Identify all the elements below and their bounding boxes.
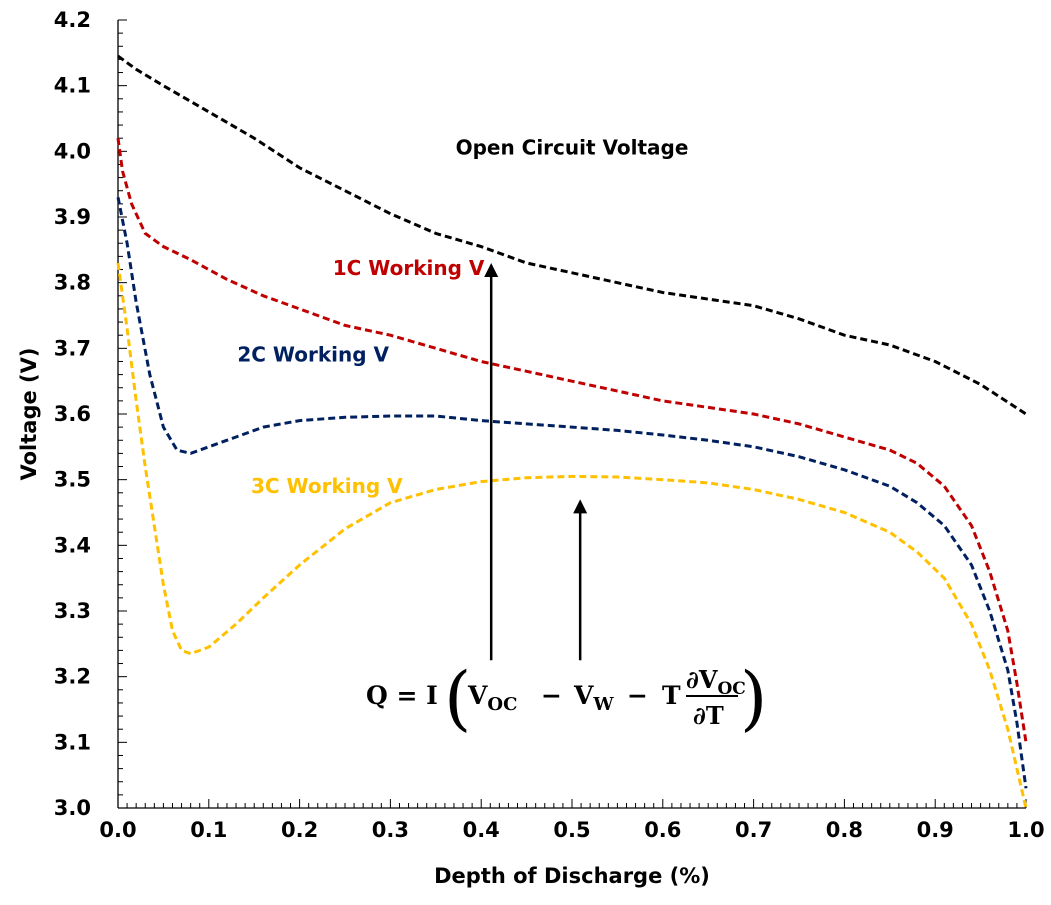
equation-vw-v: V [573,681,594,710]
x-tick-label: 0.2 [281,818,318,842]
y-tick-label: 3.3 [54,599,91,623]
series-line-3 [116,262,1028,809]
equation-frac-denominator: ∂T [693,701,724,730]
y-tick-label: 4.0 [54,139,91,163]
equation-voc-sub: OC [487,694,517,715]
x-tick-label: 0.0 [99,818,136,842]
x-tick-label: 0.3 [372,818,409,842]
equation-vw: VW [573,681,614,715]
equation-vw-sub: W [592,694,614,715]
x-tick-label: 0.5 [553,818,590,842]
x-axis-title: Depth of Discharge (%) [434,864,710,888]
equation-minus-1: − [541,681,562,710]
x-tick-label: 0.4 [463,818,500,842]
equation-voc: VOC [467,681,517,715]
x-tick-label: 0.9 [917,818,954,842]
equation-prefix: Q = I [366,681,438,710]
y-tick-label: 4.1 [54,74,91,98]
arrow-head-1 [573,499,588,514]
equation: Q = I ( VOC − VW − T ∂VOC ∂T ) [366,657,767,739]
y-tick-label: 4.2 [54,8,91,32]
y-tick-label: 3.4 [54,533,91,557]
y-tick-label: 3.1 [54,730,91,754]
x-tick-label: 0.1 [190,818,227,842]
equation-frac-numerator: ∂VOC [686,665,746,699]
y-tick-label: 3.6 [54,402,91,426]
series-label-0: Open Circuit Voltage [456,136,689,160]
series-label-2: 2C Working V [237,342,389,366]
series-label-1: 1C Working V [333,256,485,280]
x-tick-label: 1.0 [1007,818,1044,842]
arrow-head-0 [484,262,499,277]
y-tick-label: 3.8 [54,271,91,295]
equation-minus-2: − [627,681,648,710]
axis-ticks [117,19,1027,809]
equation-voc-v: V [467,681,488,710]
equation-frac-num-main: ∂V [686,665,718,694]
equation-t: T [662,681,681,710]
series-labels: Open Circuit Voltage 1C Working V 2C Worki… [237,136,688,498]
equation-open-paren: ( [444,657,471,739]
y-tick-label: 3.2 [54,665,91,689]
annotation-arrows [484,262,588,661]
x-tick-label: 0.6 [644,818,681,842]
y-tick-label: 3.7 [54,336,91,360]
y-tick-label: 3.0 [54,796,91,820]
y-tick-label: 3.9 [54,205,91,229]
y-tick-label: 3.5 [54,468,91,492]
y-axis-title: Voltage (V) [17,348,41,481]
series-line-0 [117,54,1027,416]
equation-frac-num-sub: OC [717,679,745,699]
equation-close-paren: ) [740,657,767,739]
series-line-2 [116,197,1028,789]
tick-labels: 0.0 0.1 0.2 0.3 0.4 0.5 0.6 0.7 0.8 0.9 1.0 3.0 3.1 3… [54,8,1045,842]
series-label-3: 3C Working V [251,474,403,498]
series-lines [116,54,1028,809]
series-line-1 [116,137,1028,743]
x-tick-label: 0.7 [735,818,772,842]
x-tick-label: 0.8 [826,818,863,842]
axes [117,20,1026,809]
